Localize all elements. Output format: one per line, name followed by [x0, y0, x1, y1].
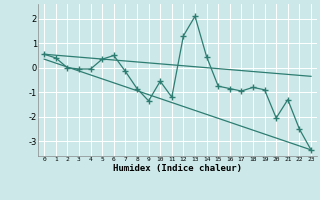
X-axis label: Humidex (Indice chaleur): Humidex (Indice chaleur): [113, 164, 242, 173]
